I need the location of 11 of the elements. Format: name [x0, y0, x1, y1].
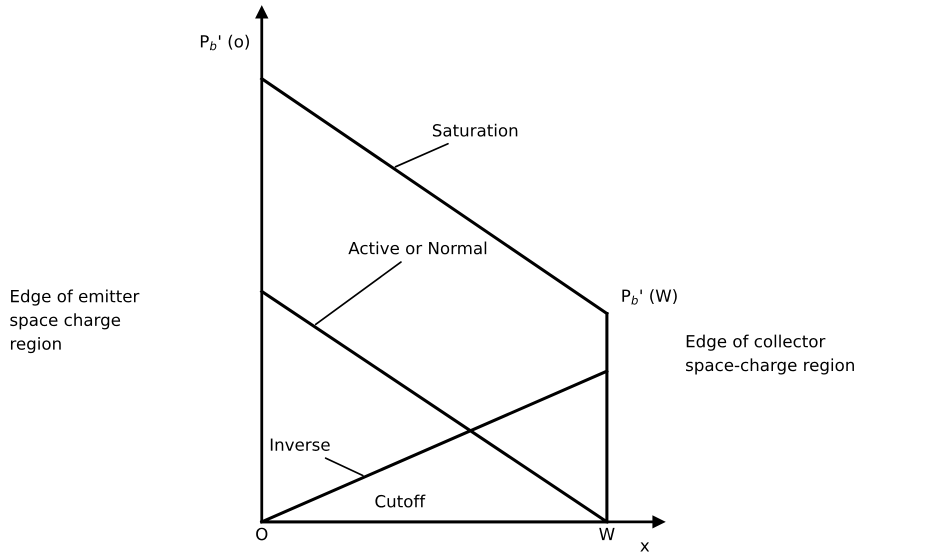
- x-axis-title: x: [640, 542, 650, 552]
- annotation: P$_{b}$' (o): [200, 34, 249, 50]
- text: Saturation: [432, 124, 518, 137]
- series-label: Cutoff: [375, 494, 426, 508]
- text: Active or Normal: [348, 242, 486, 254]
- annotation: P$_{b}$' (W): [622, 289, 677, 305]
- annotation: Edge of emitter space charge region: [10, 290, 140, 354]
- x-tick-label: W: [599, 528, 615, 540]
- annotation: Edge of collector space-charge region: [686, 334, 854, 374]
- x-tick-label: O: [256, 528, 268, 540]
- text: Inverse: [270, 438, 330, 451]
